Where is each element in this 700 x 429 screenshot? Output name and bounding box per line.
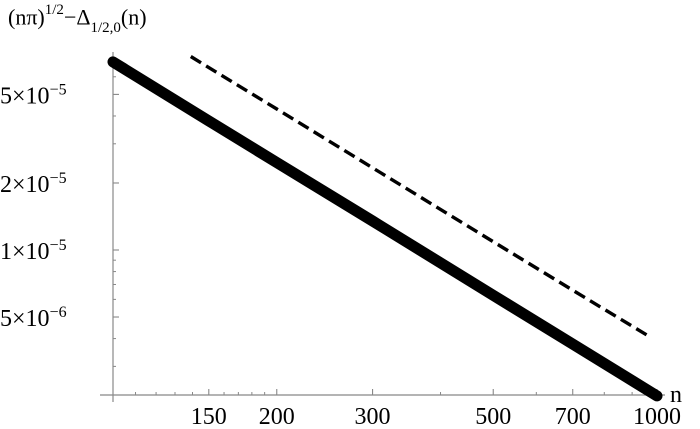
y-label-sup: 1/2: [44, 2, 64, 18]
solid-series-line: [107, 56, 663, 402]
y-tick-label: 5×10−6: [0, 304, 67, 332]
y-label-tail: (n): [120, 4, 147, 30]
x-tick-label: 200: [259, 404, 295, 429]
y-label-main: (nπ): [8, 4, 45, 30]
series-group: [107, 55, 663, 402]
x-axis-label: n: [670, 382, 682, 408]
y-axis-label: (nπ)1/2−Δ1/2,0(n): [8, 2, 147, 36]
x-tick-label: 1000: [633, 404, 681, 429]
y-tick-label: 1×10−5: [0, 237, 67, 265]
y-tick-label: 5×10−5: [0, 81, 67, 109]
dashed-series-line: [189, 55, 650, 338]
y-label-delta: −Δ: [63, 4, 91, 30]
axes: [100, 52, 665, 402]
x-tick-label: 150: [191, 404, 227, 429]
y-label-sub: 1/2,0: [90, 19, 121, 36]
tick-labels: 150 200 300 500 700 1000 5×10−5 2×10−5 1×10−5 5×1…: [0, 81, 681, 429]
x-tick-label: 700: [555, 404, 591, 429]
y-tick-label: 2×10−5: [0, 170, 67, 198]
x-tick-label: 300: [355, 404, 391, 429]
x-tick-label: 500: [475, 404, 511, 429]
